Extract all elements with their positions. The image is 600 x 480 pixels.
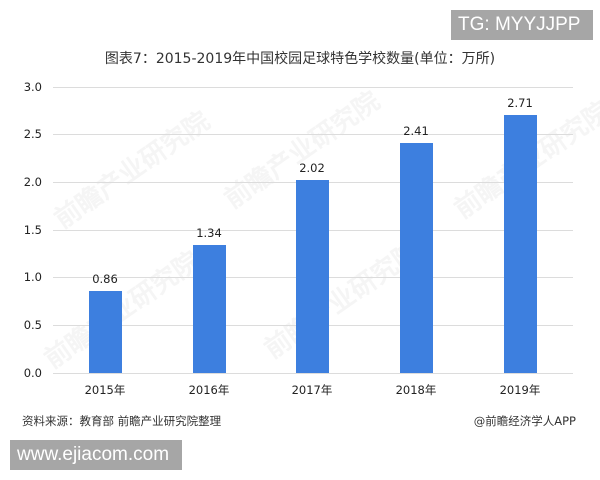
y-tick: 0.5 — [23, 318, 42, 332]
y-tick: 0.0 — [23, 366, 42, 380]
bar-2016 — [193, 245, 226, 373]
credit-note: @前瞻经济学人APP — [473, 414, 576, 428]
x-tick: 2015年 — [84, 383, 126, 397]
value-label: 2.41 — [403, 124, 429, 138]
y-tick: 1.0 — [23, 270, 42, 284]
x-tick: 2017年 — [291, 383, 333, 397]
chart-title: 图表7：2015-2019年中国校园足球特色学校数量(单位：万所) — [104, 51, 496, 67]
value-label: 1.34 — [196, 226, 222, 240]
tg-watermark-badge: TG: MYYJJPP — [451, 10, 593, 40]
gridline — [53, 134, 573, 135]
y-tick: 1.5 — [23, 223, 42, 237]
y-tick: 2.0 — [23, 175, 42, 189]
url-watermark-badge: www.ejiacom.com — [10, 440, 182, 470]
gridline — [53, 373, 573, 374]
watermark: 前瞻产业研究院 — [49, 106, 216, 236]
y-tick: 2.5 — [23, 127, 42, 141]
bar-2017 — [296, 180, 329, 373]
source-note: 资料来源：教育部 前瞻产业研究院整理 — [22, 414, 222, 428]
bar-2019 — [504, 115, 537, 373]
x-tick: 2018年 — [395, 383, 437, 397]
x-tick: 2016年 — [188, 383, 230, 397]
x-tick: 2019年 — [499, 383, 541, 397]
bar-2018 — [400, 143, 433, 373]
value-label: 2.71 — [507, 96, 533, 110]
gridline — [53, 87, 573, 88]
value-label: 2.02 — [299, 161, 325, 175]
bar-2015 — [89, 291, 122, 373]
y-tick: 3.0 — [23, 80, 42, 94]
value-label: 0.86 — [92, 272, 118, 286]
